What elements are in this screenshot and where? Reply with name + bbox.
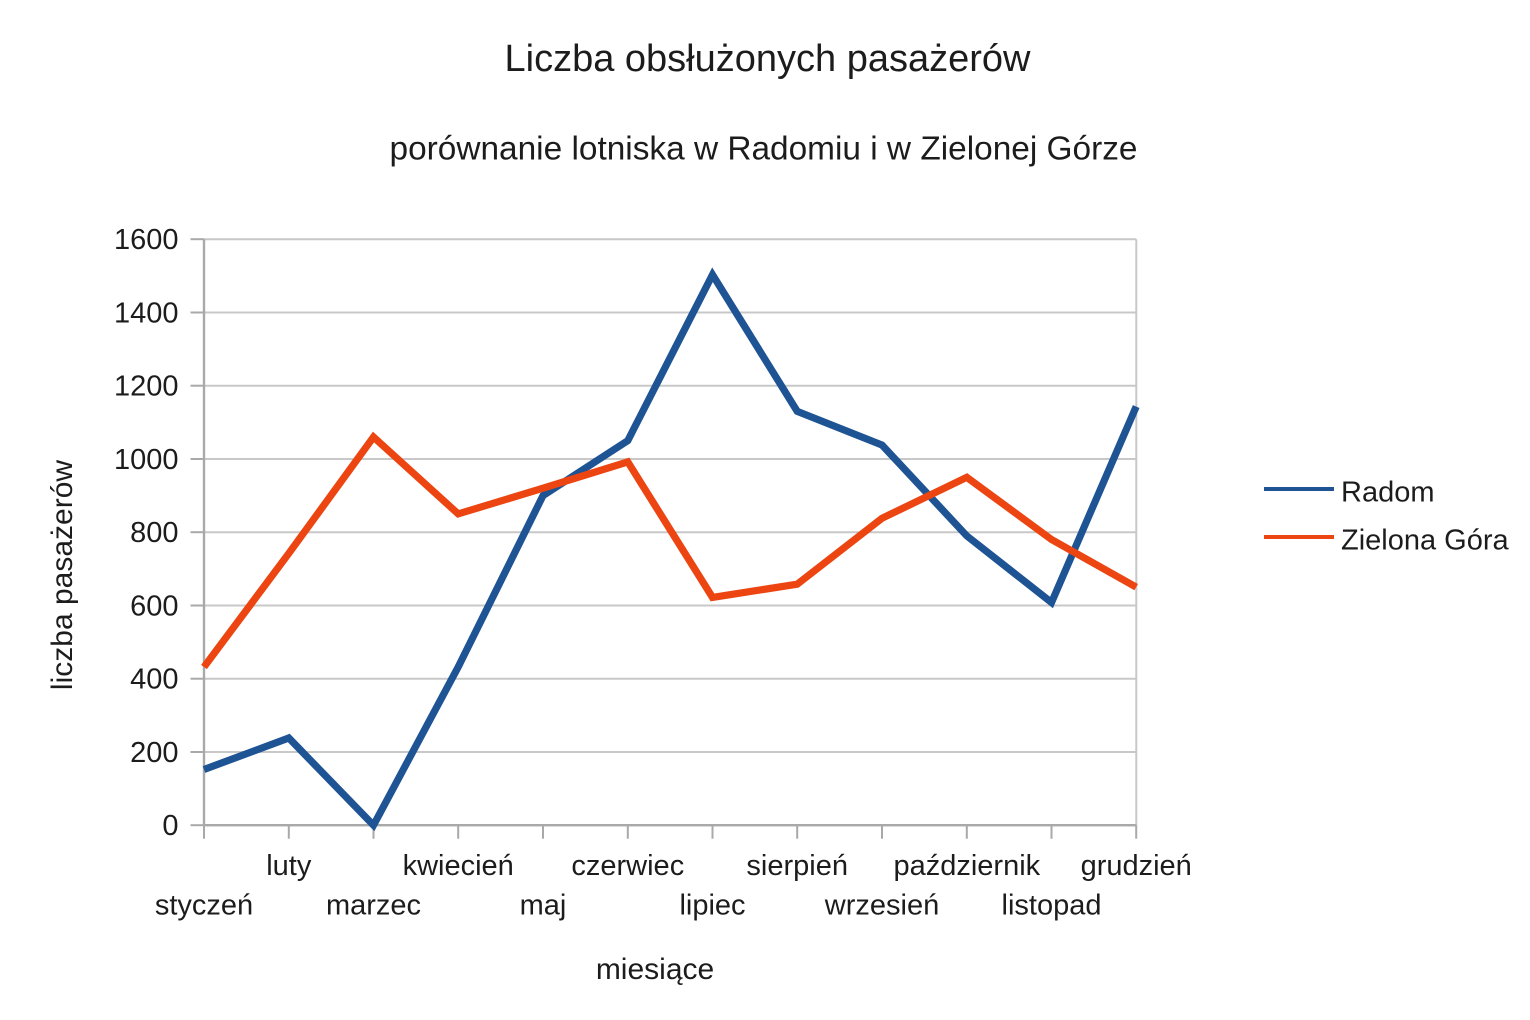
svg-text:200: 200	[130, 737, 178, 769]
svg-text:kwiecień: kwiecień	[403, 850, 514, 882]
svg-text:miesiące: miesiące	[596, 953, 714, 986]
svg-text:Zielona Góra: Zielona Góra	[1341, 524, 1510, 556]
svg-text:1000: 1000	[114, 444, 179, 476]
svg-text:styczeń: styczeń	[155, 890, 253, 922]
svg-text:sierpień: sierpień	[746, 850, 848, 882]
svg-text:1400: 1400	[114, 298, 179, 330]
svg-text:lipiec: lipiec	[679, 890, 745, 922]
svg-text:800: 800	[130, 517, 178, 549]
svg-text:marzec: marzec	[326, 890, 421, 922]
svg-text:1200: 1200	[114, 371, 179, 403]
svg-text:1600: 1600	[114, 224, 179, 256]
svg-text:maj: maj	[520, 890, 567, 922]
svg-text:luty: luty	[266, 850, 312, 882]
svg-text:400: 400	[130, 664, 178, 696]
svg-text:Liczba obsłużonych pasażerów: Liczba obsłużonych pasażerów	[505, 38, 1032, 80]
svg-text:porównanie lotniska w Radomiu: porównanie lotniska w Radomiu i w Zielon…	[390, 131, 1138, 168]
svg-text:listopad: listopad	[1002, 890, 1102, 922]
svg-text:600: 600	[130, 591, 178, 623]
svg-text:wrzesień: wrzesień	[824, 890, 939, 922]
svg-text:grudzień: grudzień	[1081, 850, 1192, 882]
svg-text:październik: październik	[893, 850, 1040, 882]
svg-text:0: 0	[162, 810, 178, 842]
svg-text:Radom: Radom	[1341, 476, 1435, 508]
svg-text:czerwiec: czerwiec	[571, 850, 684, 882]
svg-text:liczba pasażerów: liczba pasażerów	[46, 460, 79, 690]
